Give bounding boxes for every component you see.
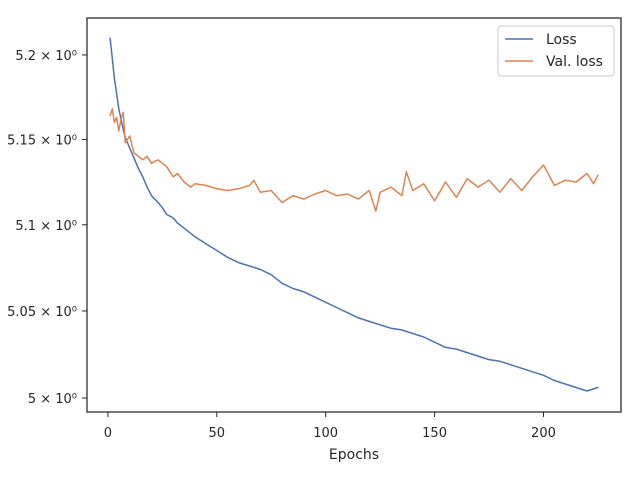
legend-label: Loss [546, 32, 577, 48]
plot-frame [86, 17, 622, 413]
x-tick-label: 50 [209, 426, 226, 441]
x-axis: 0 50 100 150 200 [104, 412, 556, 441]
y-tick-label: 5.1 × 10⁰ [15, 219, 77, 234]
y-tick-label: 5.05 × 10⁰ [7, 305, 77, 320]
x-tick-label: 200 [531, 426, 556, 441]
plot-area [86, 17, 622, 413]
x-tick-label: 0 [104, 426, 112, 441]
y-tick-label: 5.2 × 10⁰ [15, 49, 77, 64]
legend: Loss Val. loss [497, 25, 615, 77]
x-tick-label: 150 [422, 426, 447, 441]
x-axis-label: Epochs [329, 447, 379, 463]
y-tick-label: 5.15 × 10⁰ [7, 133, 77, 148]
series-line-val-loss [109, 108, 599, 212]
x-tick-label: 100 [313, 426, 338, 441]
legend-label: Val. loss [546, 54, 603, 70]
series-line-loss [109, 37, 599, 392]
y-tick-label: 5 × 10⁰ [28, 392, 77, 407]
y-axis: 5 × 10⁰ 5.05 × 10⁰ 5.1 × 10⁰ 5.15 × 10⁰ 5.2 … [7, 49, 87, 407]
